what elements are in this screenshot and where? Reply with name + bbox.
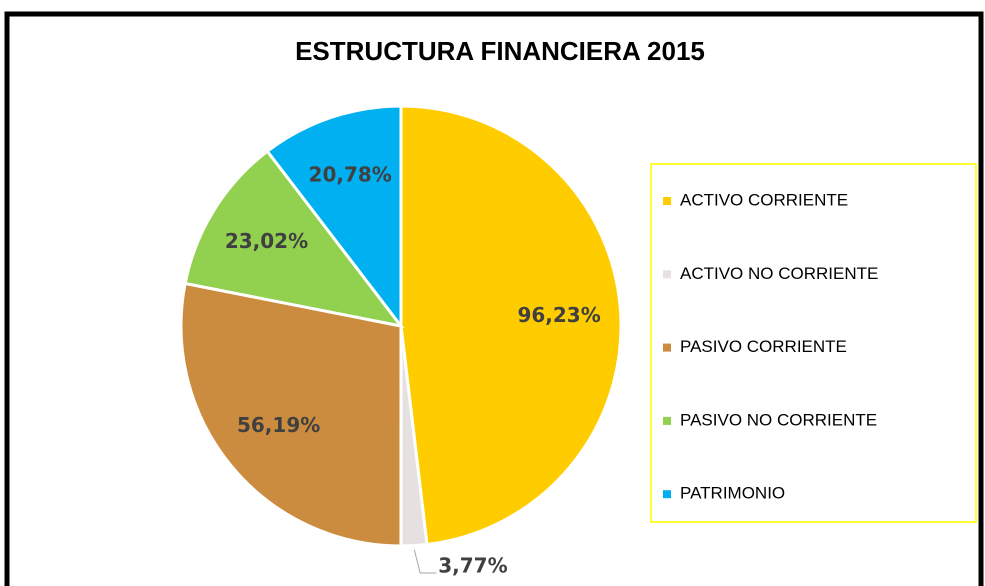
data-label: 56,19% bbox=[237, 413, 320, 437]
legend bbox=[650, 163, 977, 523]
pie-slice bbox=[183, 149, 405, 329]
legend-label: PATRIMONIO bbox=[680, 484, 785, 503]
legend-swatch bbox=[663, 270, 671, 279]
legend-swatch bbox=[663, 197, 671, 205]
pie-slice bbox=[399, 104, 623, 547]
data-label: 3,77% bbox=[438, 554, 507, 578]
data-label: 23,02% bbox=[225, 229, 308, 253]
legend-label: ACTIVO NO CORRIENTE bbox=[680, 264, 878, 283]
pie-slice bbox=[179, 281, 403, 548]
leader-line bbox=[413, 549, 437, 574]
legend-label: PASIVO CORRIENTE bbox=[680, 337, 847, 356]
legend-label: ACTIVO CORRIENTE bbox=[680, 190, 848, 209]
legend-label: PASIVO NO CORRIENTE bbox=[680, 410, 877, 429]
pie-slice bbox=[265, 104, 403, 331]
data-label: 20,78% bbox=[309, 162, 392, 186]
frame bbox=[4, 11, 984, 586]
legend-swatch bbox=[663, 490, 671, 499]
chart-title: ESTRUCTURA FINANCIERA 2015 bbox=[295, 36, 705, 66]
data-label: 96,23% bbox=[517, 303, 600, 327]
legend-swatch bbox=[663, 416, 671, 425]
legend-swatch bbox=[663, 343, 671, 352]
